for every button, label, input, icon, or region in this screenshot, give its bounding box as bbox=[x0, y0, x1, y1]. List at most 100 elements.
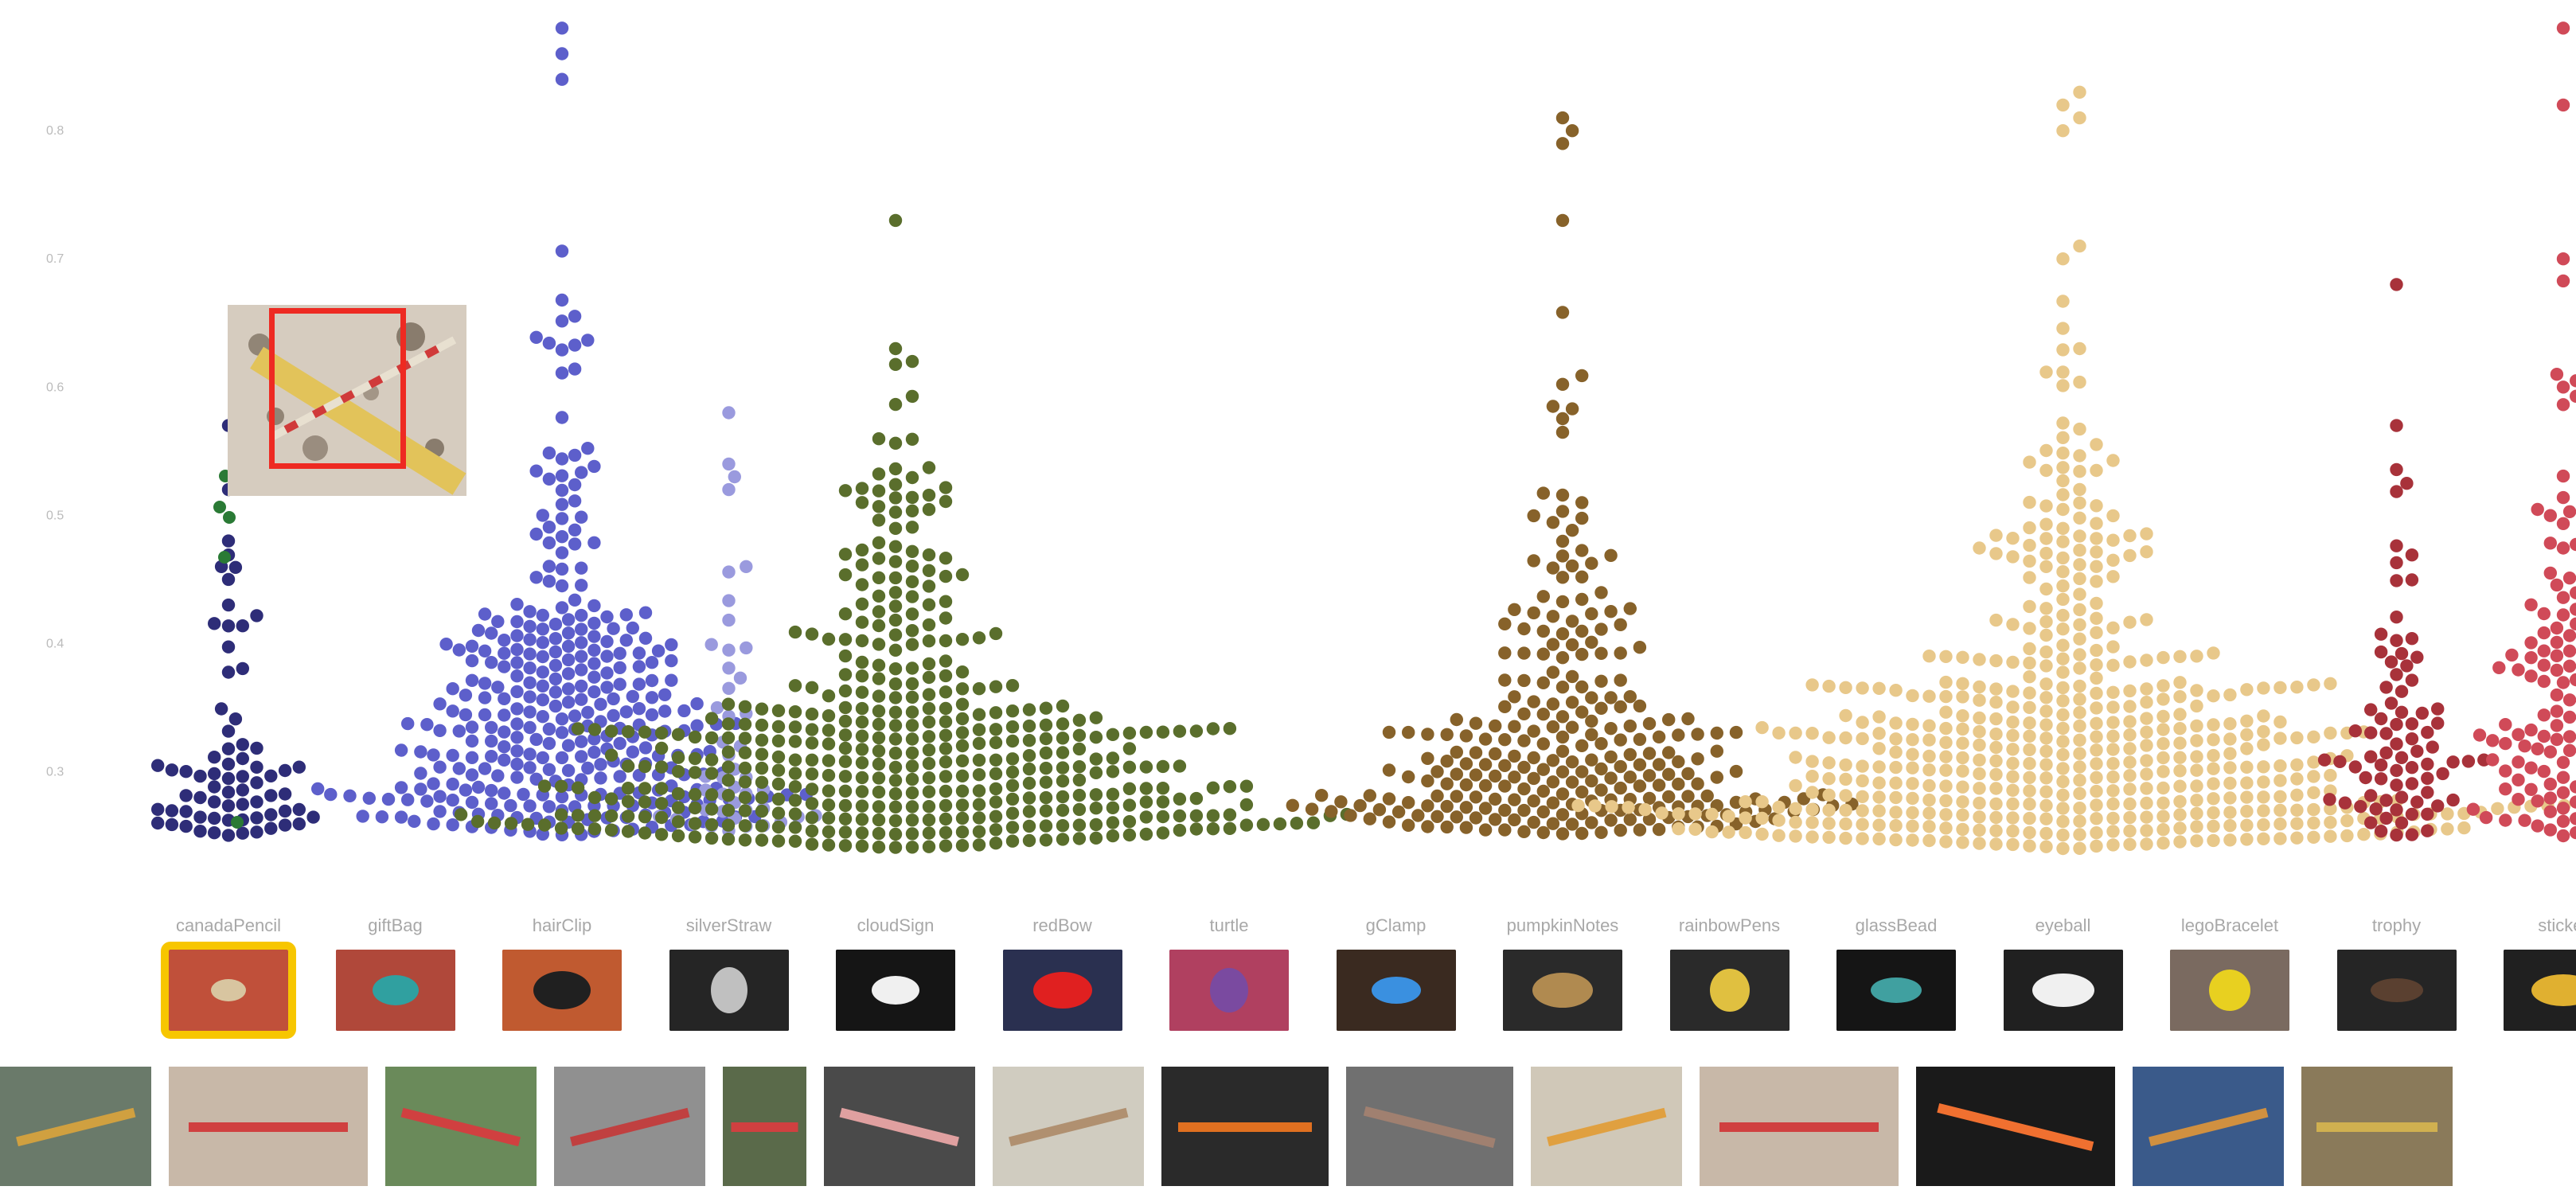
data-point[interactable] bbox=[542, 575, 556, 588]
data-point[interactable] bbox=[888, 628, 903, 642]
data-point[interactable] bbox=[638, 606, 653, 619]
data-point[interactable] bbox=[1411, 809, 1425, 822]
data-point[interactable] bbox=[1989, 712, 2003, 726]
data-point[interactable] bbox=[542, 560, 556, 573]
data-point[interactable] bbox=[1546, 775, 1560, 789]
data-point[interactable] bbox=[1594, 783, 1608, 797]
data-point[interactable] bbox=[2073, 111, 2086, 125]
data-point[interactable] bbox=[498, 725, 511, 739]
data-point[interactable] bbox=[2223, 747, 2237, 760]
data-point[interactable] bbox=[420, 794, 434, 808]
data-point[interactable] bbox=[704, 788, 719, 802]
data-point[interactable] bbox=[2550, 688, 2564, 702]
data-point[interactable] bbox=[1122, 726, 1137, 740]
data-point[interactable] bbox=[2505, 648, 2519, 662]
data-point[interactable] bbox=[2499, 718, 2512, 732]
data-point[interactable] bbox=[1922, 650, 1936, 663]
data-point[interactable] bbox=[2073, 482, 2086, 497]
data-point[interactable] bbox=[1527, 751, 1540, 765]
data-point[interactable] bbox=[2240, 776, 2254, 790]
data-point[interactable] bbox=[2207, 762, 2220, 775]
data-point[interactable] bbox=[2405, 777, 2419, 790]
data-point[interactable] bbox=[250, 811, 263, 825]
data-point[interactable] bbox=[1906, 833, 1919, 847]
data-point[interactable] bbox=[626, 745, 639, 759]
data-point[interactable] bbox=[2106, 700, 2120, 714]
data-point[interactable] bbox=[324, 787, 338, 802]
data-point[interactable] bbox=[755, 775, 769, 789]
data-point[interactable] bbox=[788, 767, 802, 780]
data-point[interactable] bbox=[2274, 715, 2287, 729]
data-point[interactable] bbox=[822, 737, 836, 751]
data-point[interactable] bbox=[939, 784, 953, 798]
data-point[interactable] bbox=[671, 829, 685, 843]
data-point[interactable] bbox=[571, 821, 585, 836]
data-point[interactable] bbox=[2039, 645, 2053, 659]
data-point[interactable] bbox=[510, 717, 524, 731]
data-point[interactable] bbox=[1450, 767, 1464, 781]
data-point[interactable] bbox=[755, 790, 769, 805]
data-point[interactable] bbox=[632, 677, 646, 691]
data-point[interactable] bbox=[2550, 635, 2564, 650]
data-point[interactable] bbox=[529, 571, 543, 584]
data-point[interactable] bbox=[1594, 825, 1608, 840]
data-point[interactable] bbox=[1872, 760, 1886, 774]
data-point[interactable] bbox=[2390, 763, 2403, 778]
thumbnail-silverStraw[interactable] bbox=[669, 950, 789, 1031]
data-point[interactable] bbox=[838, 755, 853, 768]
data-point[interactable] bbox=[1623, 602, 1637, 615]
data-point[interactable] bbox=[2123, 755, 2137, 769]
data-point[interactable] bbox=[491, 615, 505, 628]
data-point[interactable] bbox=[1575, 765, 1589, 778]
data-point[interactable] bbox=[2039, 532, 2053, 545]
data-point[interactable] bbox=[1772, 829, 1786, 842]
data-point[interactable] bbox=[1536, 784, 1551, 798]
data-point[interactable] bbox=[2073, 558, 2086, 572]
data-point[interactable] bbox=[2039, 659, 2053, 673]
data-point[interactable] bbox=[888, 586, 903, 599]
data-point[interactable] bbox=[555, 452, 569, 466]
data-point[interactable] bbox=[2369, 802, 2383, 816]
data-point[interactable] bbox=[1555, 534, 1570, 548]
data-point[interactable] bbox=[1623, 813, 1637, 826]
data-point[interactable] bbox=[888, 540, 903, 553]
data-point[interactable] bbox=[2190, 699, 2203, 713]
data-point[interactable] bbox=[939, 742, 953, 755]
data-point[interactable] bbox=[1889, 716, 1903, 730]
data-point[interactable] bbox=[2207, 733, 2220, 747]
data-point[interactable] bbox=[788, 780, 802, 794]
data-point[interactable] bbox=[1206, 722, 1220, 736]
data-point[interactable] bbox=[922, 800, 936, 814]
data-point[interactable] bbox=[1575, 544, 1589, 557]
data-point[interactable] bbox=[838, 714, 853, 728]
data-point[interactable] bbox=[536, 622, 549, 636]
data-point[interactable] bbox=[905, 638, 919, 651]
data-point[interactable] bbox=[1498, 617, 1512, 630]
data-point[interactable] bbox=[1956, 780, 1969, 794]
data-point[interactable] bbox=[2023, 656, 2036, 670]
data-point[interactable] bbox=[555, 293, 569, 307]
data-point[interactable] bbox=[671, 728, 685, 741]
data-point[interactable] bbox=[1469, 790, 1483, 804]
data-point[interactable] bbox=[2364, 726, 2378, 739]
data-point[interactable] bbox=[529, 527, 543, 541]
data-point[interactable] bbox=[1005, 792, 1020, 806]
data-point[interactable] bbox=[621, 794, 635, 808]
data-point[interactable] bbox=[2140, 796, 2153, 810]
data-point[interactable] bbox=[838, 633, 853, 646]
data-point[interactable] bbox=[2056, 447, 2070, 460]
data-point[interactable] bbox=[654, 810, 669, 825]
data-point[interactable] bbox=[2106, 533, 2120, 547]
data-point[interactable] bbox=[2531, 819, 2544, 833]
data-point[interactable] bbox=[1498, 759, 1512, 772]
data-point[interactable] bbox=[989, 723, 1003, 736]
data-point[interactable] bbox=[888, 827, 903, 841]
data-point[interactable] bbox=[2039, 691, 2053, 704]
data-point[interactable] bbox=[2073, 828, 2086, 841]
data-point[interactable] bbox=[1555, 681, 1570, 694]
data-point[interactable] bbox=[1729, 764, 1743, 778]
data-point[interactable] bbox=[1973, 541, 1986, 555]
data-point[interactable] bbox=[1546, 638, 1560, 651]
data-point[interactable] bbox=[587, 599, 601, 613]
data-point[interactable] bbox=[872, 467, 886, 481]
